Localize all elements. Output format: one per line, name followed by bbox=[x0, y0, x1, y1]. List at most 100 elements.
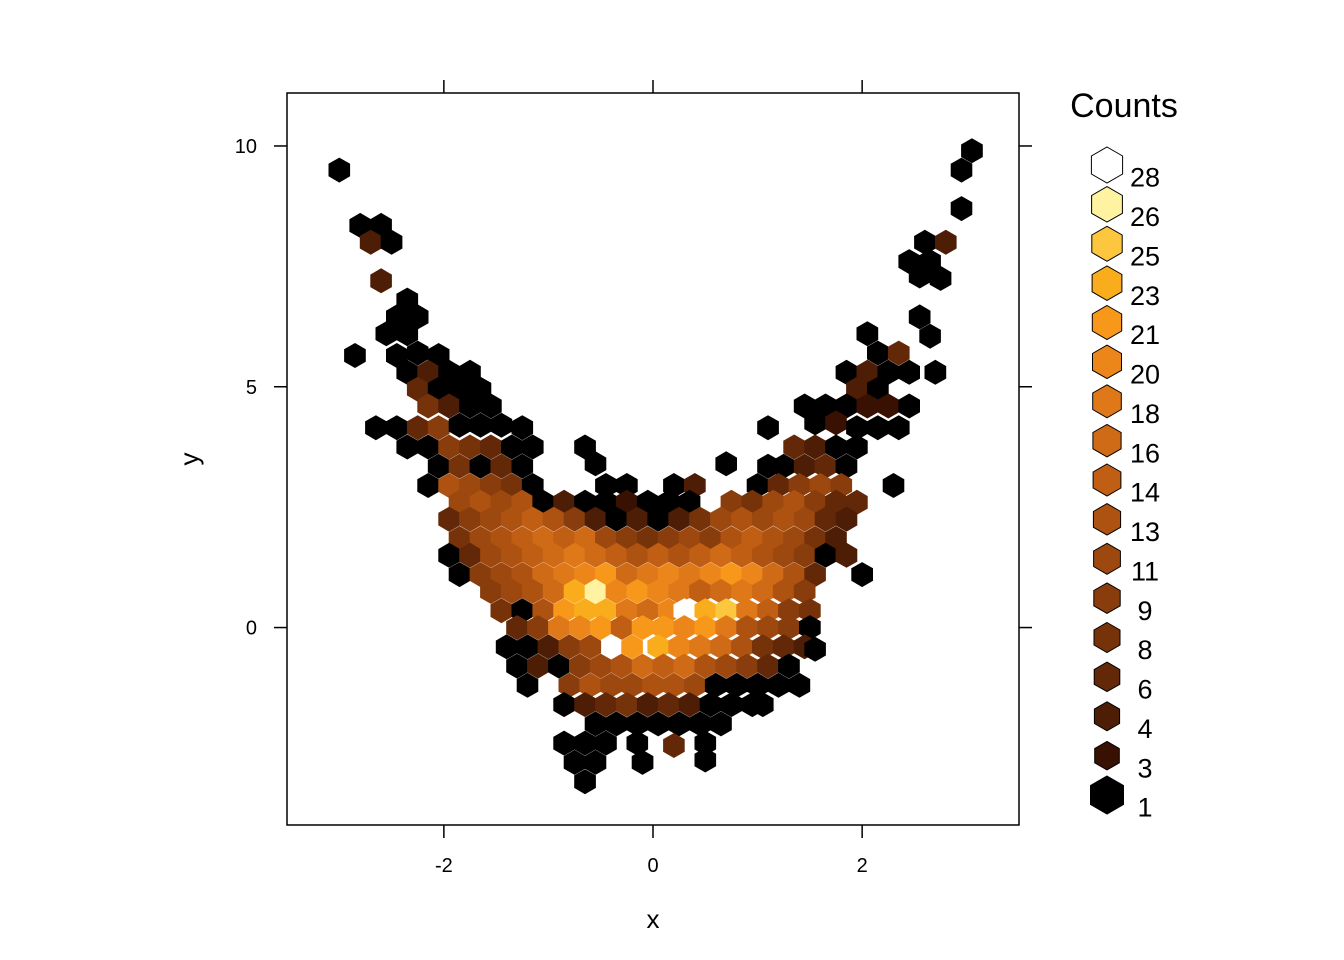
hex-cell bbox=[495, 634, 518, 660]
hex-cell bbox=[459, 473, 481, 498]
y-tick-label: 0 bbox=[246, 618, 257, 640]
hex-cell bbox=[595, 473, 617, 498]
hex-cell bbox=[626, 578, 649, 604]
hex-cell bbox=[506, 615, 528, 641]
hex-cell bbox=[673, 598, 696, 624]
legend-label: 14 bbox=[1130, 478, 1160, 508]
hex-cell bbox=[772, 453, 795, 479]
hex-cell bbox=[417, 473, 439, 498]
hex-cell bbox=[762, 489, 785, 515]
hex-cell bbox=[386, 304, 408, 330]
legend-label: 23 bbox=[1130, 281, 1160, 311]
hex-cell bbox=[663, 733, 685, 758]
hex-cell bbox=[490, 489, 513, 515]
hex-cell bbox=[757, 415, 779, 441]
hex-cell bbox=[856, 321, 879, 347]
hex-cell bbox=[699, 692, 722, 718]
hex-cell bbox=[689, 578, 711, 604]
hex-cell bbox=[856, 359, 879, 385]
hex-cell bbox=[480, 542, 502, 568]
hex-cell bbox=[438, 473, 460, 498]
hex-cell bbox=[898, 393, 920, 419]
hex-cell bbox=[678, 526, 701, 551]
hex-cell bbox=[668, 506, 690, 532]
hex-cell bbox=[636, 526, 659, 551]
legend-label: 1 bbox=[1137, 793, 1152, 823]
hex-cell bbox=[778, 598, 800, 624]
hex-cell bbox=[600, 672, 622, 698]
hex-cell bbox=[459, 393, 481, 419]
legend-label: 11 bbox=[1131, 556, 1159, 586]
hex-cell bbox=[710, 634, 732, 660]
hex-cell bbox=[752, 578, 774, 604]
hex-cell bbox=[616, 489, 638, 515]
hex-cell bbox=[375, 321, 398, 347]
x-tick-label: 2 bbox=[857, 855, 868, 877]
hex-cell bbox=[793, 578, 816, 604]
hex-cell bbox=[846, 415, 868, 441]
hex-cell bbox=[574, 769, 596, 795]
hex-cell bbox=[574, 730, 596, 756]
hex-cell bbox=[610, 653, 633, 679]
hex-cell bbox=[804, 636, 826, 662]
legend-swatch bbox=[1090, 146, 1124, 184]
hex-cell bbox=[814, 453, 837, 479]
hex-cell bbox=[914, 229, 936, 255]
legend-label: 26 bbox=[1130, 202, 1160, 232]
hex-cell bbox=[814, 542, 837, 568]
hex-cell bbox=[469, 453, 492, 479]
hex-cell bbox=[647, 542, 670, 568]
hex-cell bbox=[720, 489, 743, 515]
hex-cell bbox=[752, 692, 774, 718]
hex-cell bbox=[856, 393, 879, 419]
legend-swatch bbox=[1091, 304, 1123, 341]
hex-cell bbox=[835, 359, 858, 385]
hex-cell bbox=[663, 672, 685, 698]
hex-cell bbox=[521, 506, 544, 532]
hex-cell bbox=[772, 578, 795, 604]
hex-cell bbox=[746, 672, 769, 698]
hex-cell bbox=[574, 489, 596, 515]
hex-cell bbox=[553, 692, 575, 718]
hex-cell bbox=[626, 711, 649, 737]
hex-cell bbox=[511, 453, 534, 479]
hex-cell bbox=[616, 692, 638, 718]
hex-cell bbox=[657, 562, 680, 588]
hex-cell bbox=[328, 157, 351, 183]
hex-cell bbox=[595, 526, 617, 551]
legend-swatch bbox=[1092, 423, 1122, 458]
hex-cell bbox=[720, 562, 743, 588]
hex-cell bbox=[553, 489, 575, 515]
hex-cell bbox=[380, 229, 403, 255]
hex-cell bbox=[501, 542, 523, 568]
hex-cell bbox=[386, 415, 408, 441]
y-axis-title: y bbox=[174, 453, 204, 466]
hex-cell bbox=[469, 562, 492, 588]
hex-cell bbox=[929, 265, 952, 291]
hex-cell bbox=[783, 526, 805, 551]
hex-cell bbox=[636, 489, 659, 515]
hex-cell bbox=[715, 451, 737, 477]
hex-cell bbox=[553, 562, 575, 588]
y-tick-label: 5 bbox=[246, 377, 257, 399]
hex-cell bbox=[752, 542, 774, 568]
hex-cell bbox=[846, 376, 868, 402]
hex-cell bbox=[574, 434, 596, 460]
hex-cell bbox=[694, 598, 717, 624]
legend-label: 3 bbox=[1137, 753, 1152, 783]
hex-cell bbox=[589, 653, 612, 679]
hex-cell bbox=[621, 672, 643, 698]
hex-cell bbox=[694, 730, 717, 756]
hex-cell bbox=[804, 562, 826, 588]
hex-cell bbox=[386, 343, 408, 368]
hex-cell bbox=[595, 562, 617, 588]
hex-cell bbox=[908, 263, 931, 289]
hex-cell bbox=[626, 542, 649, 568]
hex-cell bbox=[877, 359, 900, 385]
hex-cell bbox=[448, 453, 471, 479]
legend-swatch bbox=[1092, 503, 1122, 536]
hex-cell bbox=[657, 489, 680, 515]
hex-cell bbox=[825, 489, 847, 515]
hex-cell bbox=[814, 393, 837, 419]
legend-label: 4 bbox=[1137, 714, 1152, 744]
